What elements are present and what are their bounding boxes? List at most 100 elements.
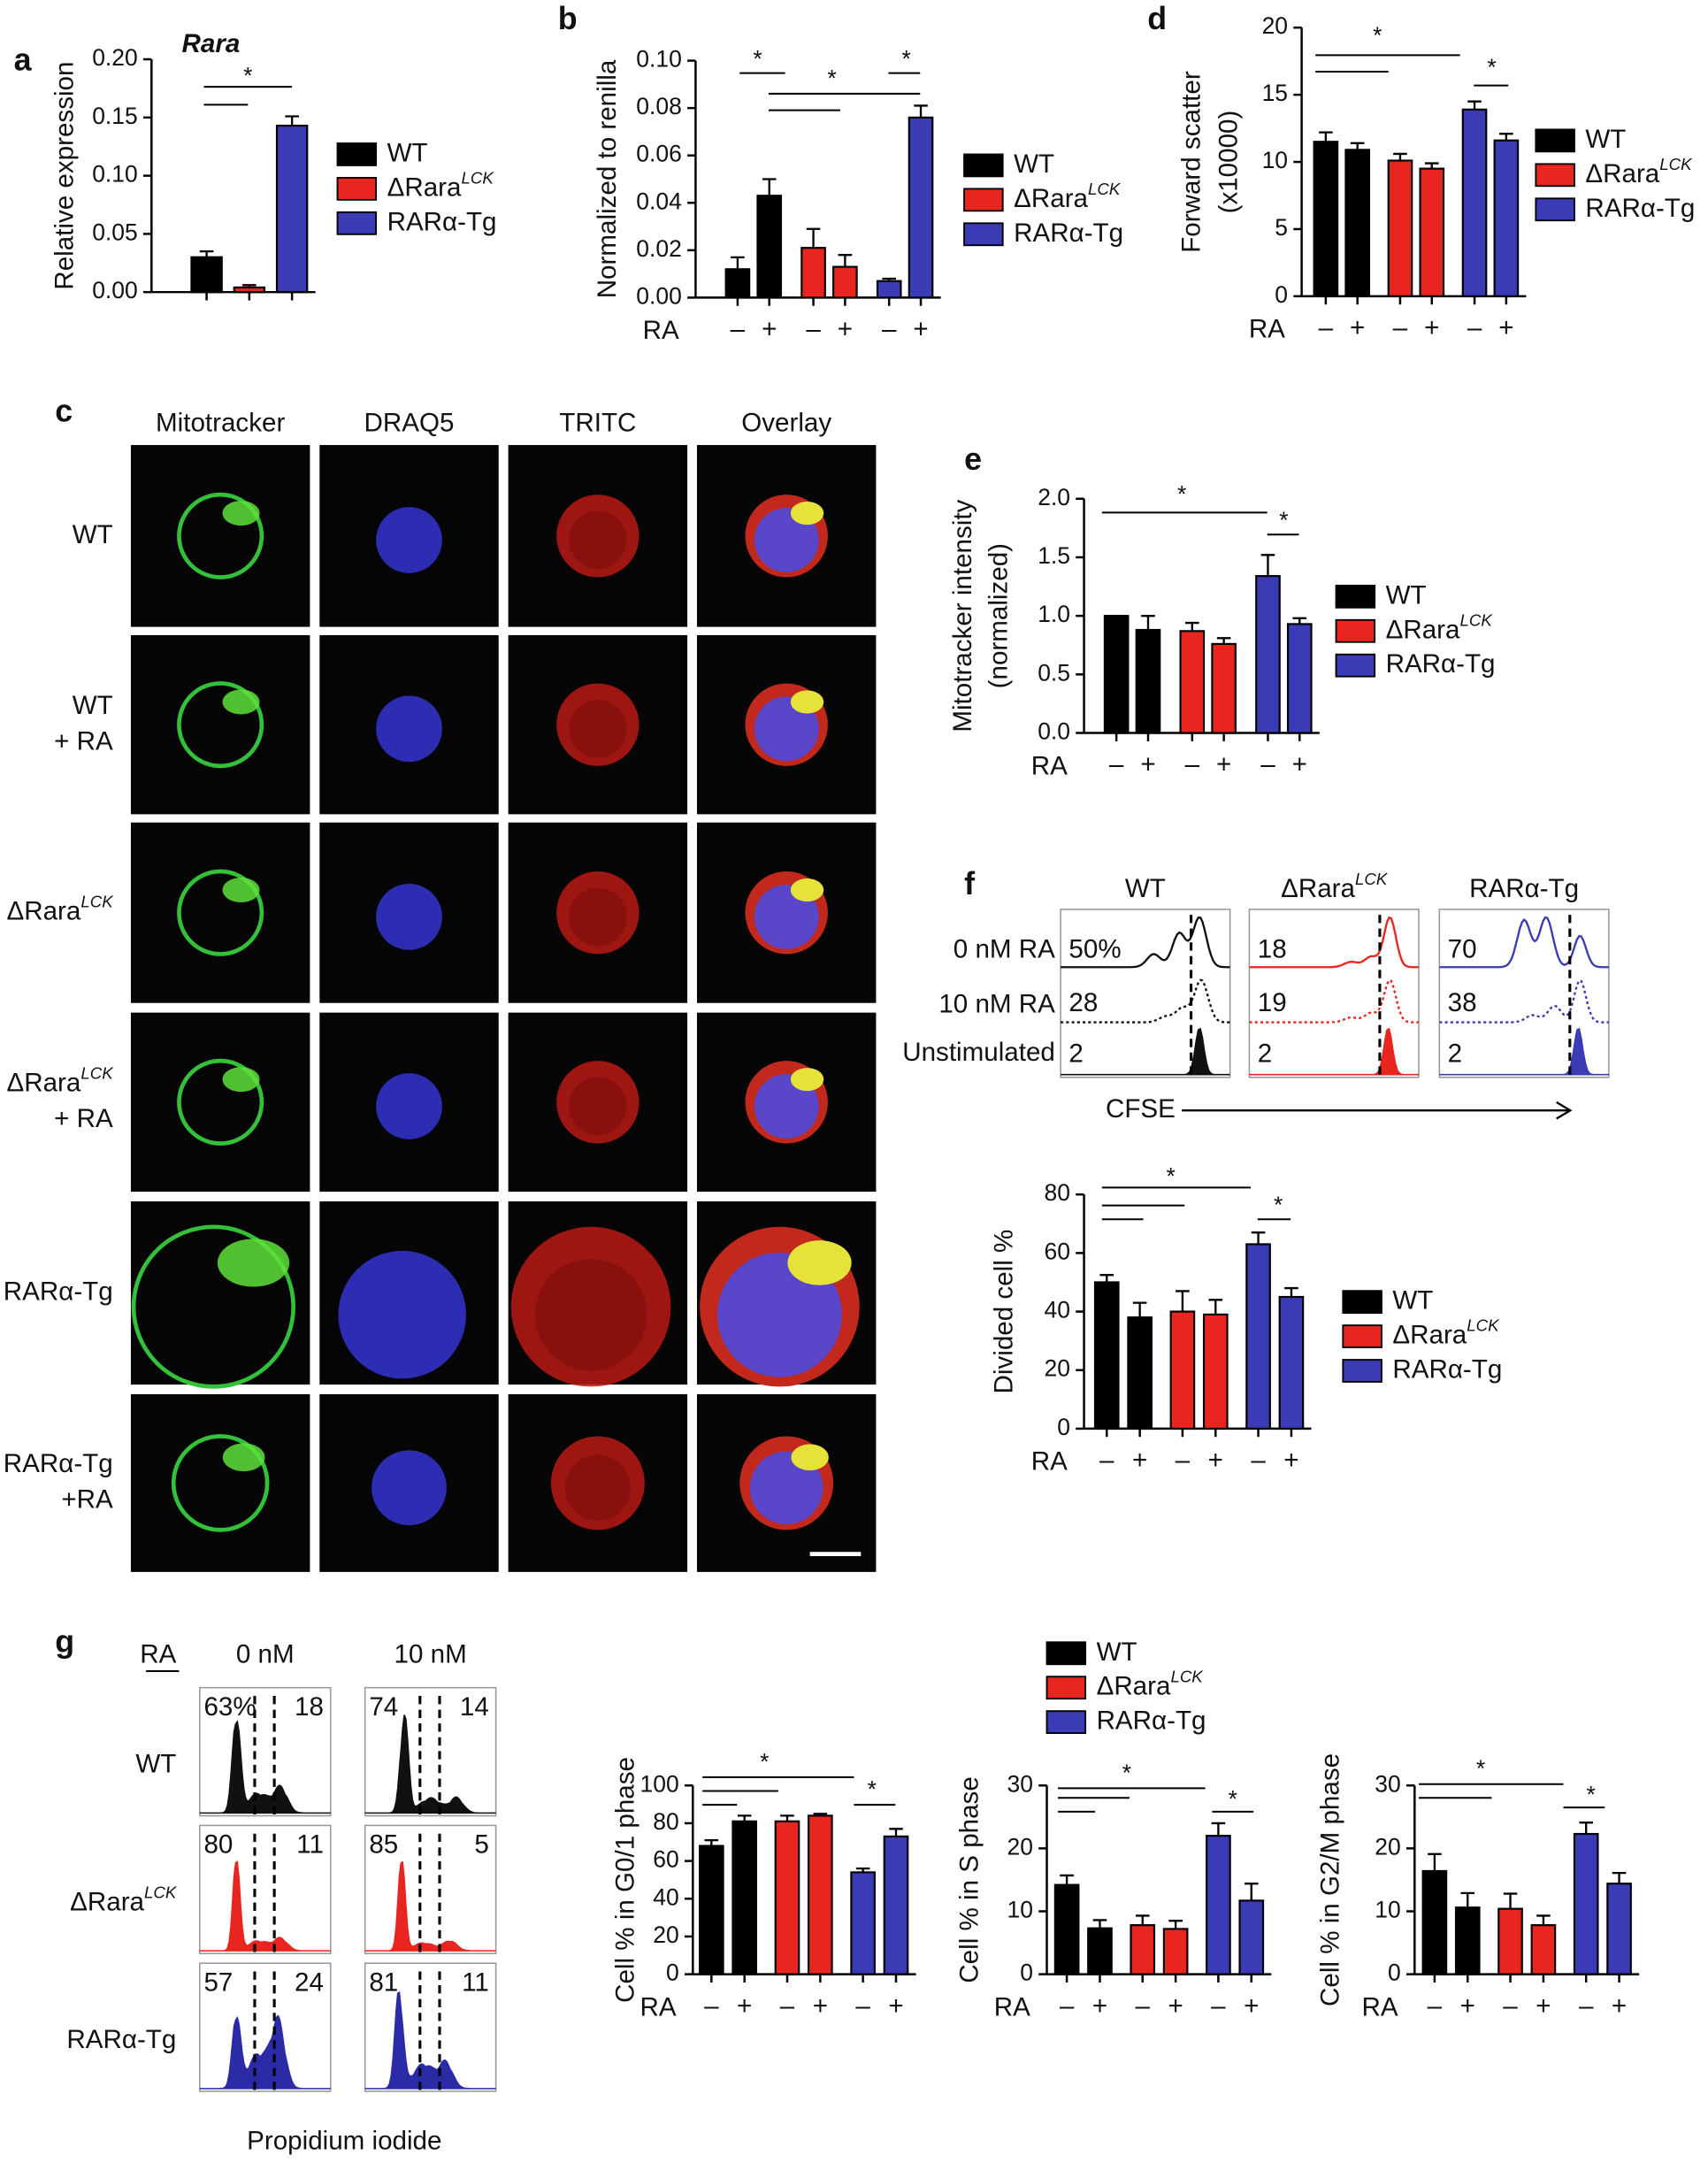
hist-frame: [364, 1824, 497, 1955]
bar: [1493, 139, 1520, 297]
legend-label-main: RARα-Tg: [1392, 1354, 1502, 1384]
y-tick-label: 2.0: [1038, 484, 1070, 510]
hist-row-label: WT: [135, 1749, 176, 1778]
significance-star: *: [827, 65, 836, 91]
legend-label-sup: LCK: [1467, 1316, 1500, 1335]
row-label: + RA: [54, 1104, 113, 1133]
hist-percentage: 19: [1258, 988, 1287, 1017]
nucleus: [376, 1073, 442, 1139]
legend-label-main: RARα-Tg: [387, 207, 497, 236]
x-tick-label: –: [780, 1991, 795, 2021]
legend-swatch: [1342, 1290, 1382, 1315]
y-tick-label: 20: [1375, 1833, 1400, 1860]
bar: [1255, 575, 1281, 734]
significance-star: *: [1586, 1782, 1595, 1808]
significance-star: *: [1167, 1163, 1176, 1190]
y-tick-label: 10: [1375, 1896, 1400, 1922]
legend-label-main: ΔRara: [387, 173, 462, 202]
y-tick-label: 30: [1007, 1770, 1032, 1797]
y-tick-label: 0.5: [1038, 659, 1070, 686]
y-tick-label: 0.06: [636, 141, 682, 167]
hist-percentage: 50%: [1068, 934, 1121, 963]
bar: [1087, 1927, 1113, 1975]
y-tick-label: 1.5: [1038, 542, 1070, 569]
significance-star: *: [753, 46, 762, 73]
legend-label: WT: [1585, 125, 1626, 154]
hist-column-title-sup: LCK: [1355, 870, 1389, 888]
row-label-sup: LCK: [80, 893, 114, 911]
significance-star: *: [868, 1776, 877, 1802]
mito-ring: [131, 1224, 296, 1389]
error-bar: [1579, 1822, 1593, 1835]
legend-swatch: [336, 177, 378, 201]
y-axis-label: Relative expression: [50, 62, 80, 290]
overlay-yellow: [791, 1444, 829, 1471]
legend-swatch: [1045, 1641, 1087, 1666]
significance-star: *: [1476, 1755, 1485, 1782]
legend-label-main: WT: [1386, 580, 1427, 610]
pi-hist: [199, 1720, 331, 1814]
legend-label-main: ΔRara: [1014, 184, 1088, 213]
column-title: DRAQ5: [364, 409, 455, 438]
bar: [1344, 149, 1371, 297]
hist-number-right: 18: [295, 1692, 324, 1722]
error-bar: [1319, 131, 1333, 142]
legend-label-sup: LCK: [1170, 1668, 1204, 1686]
significance-star: *: [1177, 481, 1186, 508]
hist-number-left: 57: [203, 1967, 233, 1997]
row-label: WT: [73, 520, 113, 549]
legend-label-sup: LCK: [1088, 180, 1122, 198]
legend-label: RARα-Tg: [1014, 219, 1123, 248]
error-bar: [1260, 554, 1275, 577]
y-axis-label: Mitotracker intensity: [948, 499, 977, 732]
significance-star: *: [1373, 22, 1382, 49]
y-tick-label: 0.20: [92, 44, 138, 71]
legend-swatch: [1342, 1324, 1382, 1348]
legend-label: WT: [1386, 580, 1427, 610]
hist-frame: [364, 1962, 497, 2092]
error-bar: [1467, 100, 1482, 110]
hist-frame: [364, 1686, 497, 1817]
legend-label: WT: [1097, 1638, 1137, 1667]
chart-title: Rara: [182, 29, 241, 58]
error-bar: [855, 1867, 870, 1873]
legend-label-main: WT: [1097, 1638, 1137, 1667]
hist-frame: [199, 1962, 332, 2092]
hist-row-label: 10 nM RA: [938, 990, 1055, 1019]
y-axis-label: (x10000): [1214, 111, 1243, 214]
error-bar: [1211, 1822, 1226, 1837]
y-tick-label: 60: [1045, 1238, 1070, 1264]
y-tick-label: 5: [1275, 214, 1288, 241]
pi-hist: [364, 1990, 496, 2090]
hist-percentage: 18: [1258, 934, 1287, 963]
legend-swatch: [1535, 197, 1575, 222]
row-label: +RA: [61, 1484, 113, 1514]
y-tick-label: 40: [1045, 1297, 1070, 1323]
bar: [190, 256, 223, 294]
hist-percentage: 38: [1448, 988, 1477, 1017]
mito-blob: [222, 1443, 265, 1472]
error-bar: [889, 1828, 903, 1837]
hist-number-left: 81: [369, 1967, 398, 1997]
x-tick-label: +: [888, 1991, 903, 2021]
legend-swatch: [963, 222, 1004, 247]
hist-number-right: 5: [474, 1830, 488, 1860]
x-axis-label: RA: [643, 316, 679, 345]
error-bar: [1141, 614, 1155, 631]
y-tick-label: 20: [1045, 1355, 1070, 1382]
hist-row-label-sup: LCK: [144, 1883, 178, 1902]
hist-unstim: [1249, 1027, 1419, 1076]
y-tick-label: 0: [1057, 1414, 1070, 1440]
significance-star: *: [1487, 54, 1496, 81]
bar: [1206, 1835, 1231, 1975]
bar: [908, 116, 934, 299]
bar: [1421, 1869, 1448, 1975]
bar: [756, 195, 783, 299]
error-bar: [1284, 1286, 1298, 1298]
error-bar: [1536, 1914, 1551, 1926]
y-tick-label: 0.02: [636, 235, 682, 262]
legend-label-sup: LCK: [1659, 155, 1693, 173]
x-tick-label: –: [1136, 1991, 1151, 2021]
row-label-main: WT: [73, 520, 113, 549]
error-bar: [1168, 1919, 1183, 1929]
